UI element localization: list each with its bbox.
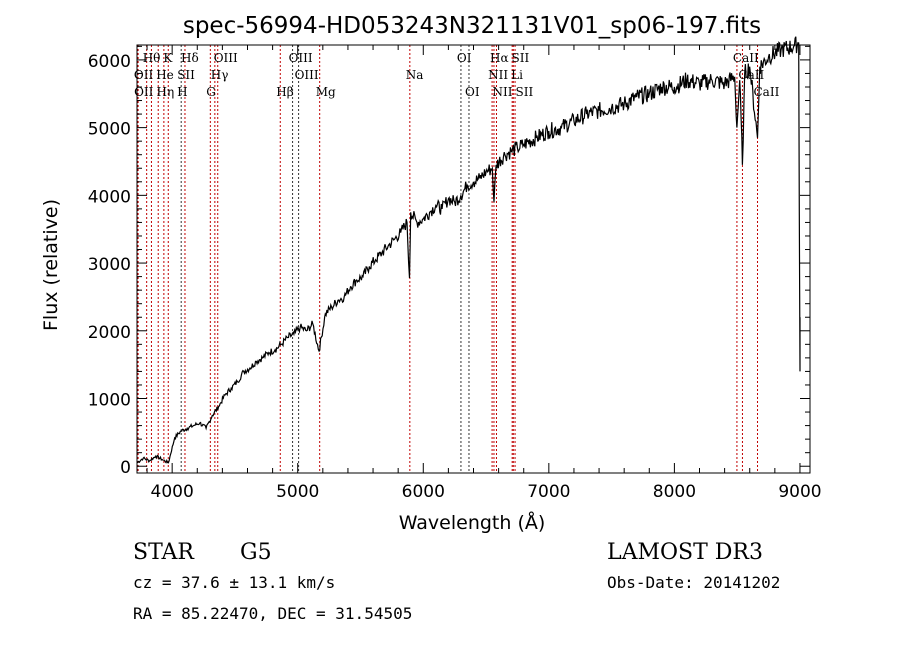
line-label: CaII [733, 51, 759, 65]
line-label: Hη [157, 85, 175, 99]
line-label: OII [134, 68, 154, 82]
ra-dec: RA = 85.22470, DEC = 31.54505 [133, 604, 412, 623]
line-label: Hγ [211, 68, 229, 82]
line-label: Mg [316, 85, 336, 99]
line-label: OIII [295, 68, 319, 82]
line-label: OIII [289, 51, 313, 65]
plot-frame [136, 44, 811, 474]
x-axis-label: Wavelength (Å) [399, 511, 546, 534]
y-tick-label: 2000 [88, 323, 131, 343]
line-label: H [177, 85, 187, 99]
line-label: Hδ [181, 51, 199, 65]
line-label: Hα [490, 51, 509, 65]
y-axis-label: Flux (relative) [40, 199, 62, 331]
y-tick-label: 1000 [88, 391, 131, 411]
x-tick-label: 5000 [276, 482, 319, 502]
y-tick-label: 6000 [88, 52, 131, 72]
spectrum-line [136, 36, 801, 464]
line-label: OII [134, 85, 154, 99]
line-label: CaII [754, 85, 780, 99]
x-tick-label: 4000 [151, 482, 194, 502]
obs-date: Obs-Date: 20141202 [607, 573, 780, 592]
x-tick-label: 8000 [653, 482, 696, 502]
x-tick-label: 6000 [402, 482, 445, 502]
x-tick-label: 7000 [527, 482, 570, 502]
survey-name: LAMOST DR3 [607, 540, 763, 565]
object-class: STAR [133, 540, 195, 565]
spectrum-series [136, 36, 801, 464]
line-label: Li [511, 68, 523, 82]
line-label: SII [512, 51, 530, 65]
line-label: Hβ [276, 85, 293, 99]
y-tick-label: 3000 [88, 255, 131, 275]
object-subclass: G5 [240, 540, 272, 565]
chart-title: spec-56994-HD053243N321131V01_sp06-197.f… [183, 13, 761, 39]
redshift-cz: cz = 37.6 ± 13.1 km/s [133, 573, 335, 592]
y-tick-label: 5000 [88, 120, 131, 140]
line-label: OIII [214, 51, 238, 65]
line-label: G [206, 85, 216, 99]
line-label: SII [177, 68, 195, 82]
y-tick-label: 4000 [88, 187, 131, 207]
line-label: Na [406, 68, 424, 82]
axes: 4000 5000 6000 7000 8000 9000 0 1000 2000 3000 400… [88, 45, 822, 502]
line-label: OI [465, 85, 480, 99]
line-label: NII [488, 68, 508, 82]
line-label: Hθ [143, 51, 161, 65]
line-label: NII [493, 85, 513, 99]
x-tick-label: 9000 [778, 482, 821, 502]
line-label: CaII [738, 68, 764, 82]
line-label: OI [457, 51, 472, 65]
line-label: SII [516, 85, 534, 99]
y-tick-label: 0 [120, 458, 131, 478]
line-label: He [156, 68, 174, 82]
line-label: K [163, 51, 173, 65]
emission-line-markers [137, 45, 759, 473]
